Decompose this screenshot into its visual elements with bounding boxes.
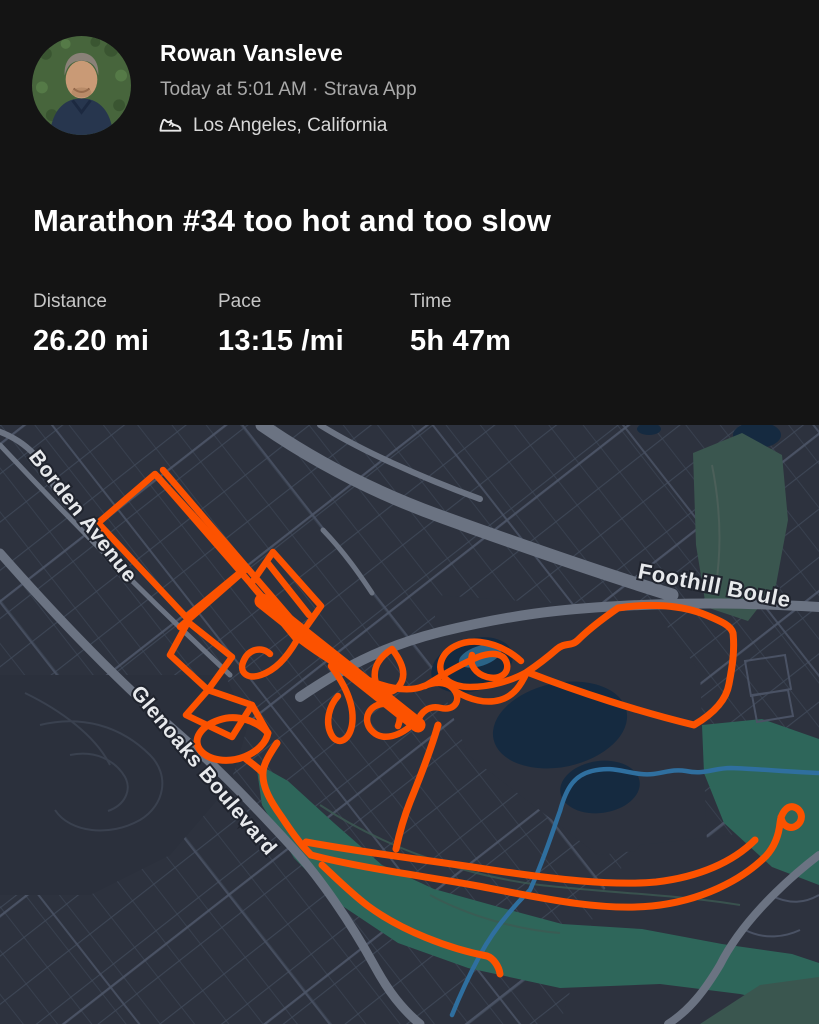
map-canvas: Borden Avenue Glenoaks Boulevard Foothil… <box>0 418 819 1024</box>
major-roads <box>0 418 819 1024</box>
avatar[interactable] <box>32 36 131 135</box>
stat-label: Distance <box>33 291 107 312</box>
route-map[interactable]: Borden Avenue Glenoaks Boulevard Foothil… <box>0 418 819 1024</box>
timestamp-source: Today at 5:01 AM · Strava App <box>160 79 417 100</box>
location-text: Los Angeles, California <box>193 114 388 136</box>
park-areas <box>256 433 819 1024</box>
stat-distance: Distance 26.20 mi <box>33 291 149 358</box>
activity-title[interactable]: Marathon #34 too hot and too slow <box>33 203 552 238</box>
stream-line <box>449 765 819 1018</box>
stat-time: Time 5h 47m <box>410 291 511 358</box>
stat-label: Pace <box>218 291 262 312</box>
athlete-name[interactable]: Rowan Vansleve <box>160 40 344 66</box>
activity-route-polyline <box>94 466 805 978</box>
stat-value: 5h 47m <box>410 325 512 357</box>
avatar-photo <box>32 36 131 135</box>
minor-streets <box>743 653 819 938</box>
running-shoe-icon <box>159 118 182 132</box>
stat-value: 26.20 mi <box>33 325 150 357</box>
stat-label: Time <box>410 291 452 312</box>
stat-value: 13:15 /mi <box>218 325 344 357</box>
stat-pace: Pace 13:15 /mi <box>218 291 344 358</box>
location-row: Los Angeles, California <box>157 112 387 139</box>
